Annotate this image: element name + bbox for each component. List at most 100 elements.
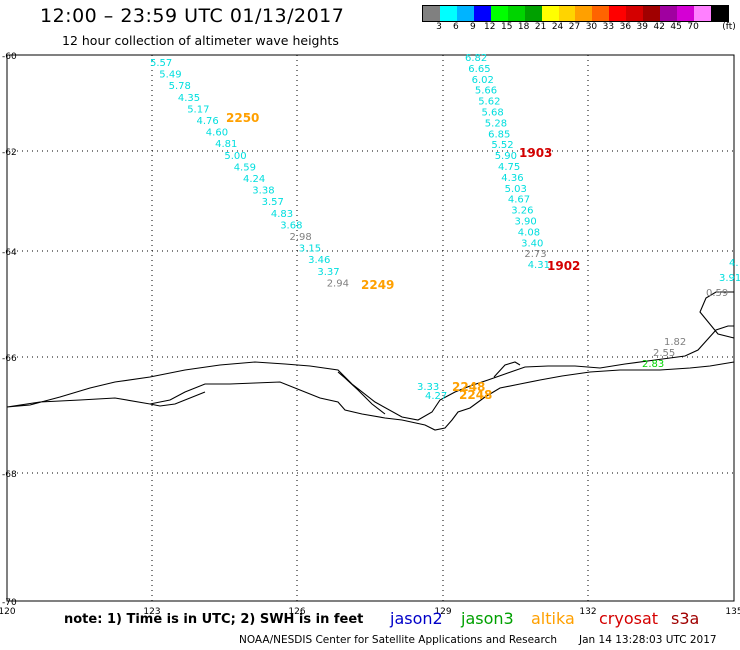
wave-height-value: 3.46	[308, 255, 330, 266]
coastline	[6, 291, 735, 431]
scale-swatch-4	[490, 6, 508, 21]
scale-swatch-7	[541, 6, 559, 21]
scale-label: 70	[687, 22, 699, 32]
scale-swatch-17	[710, 6, 728, 21]
lon-label: 129	[434, 607, 451, 617]
footer-note: note: 1) Time is in UTC; 2) SWH is in fe…	[64, 612, 364, 627]
scale-swatch-11	[609, 6, 627, 21]
wave-height-value: 6.02	[472, 75, 494, 86]
track-label-2250: 2250	[226, 111, 259, 125]
wave-height-value: 3.37	[317, 267, 339, 278]
lat-label: -68	[2, 470, 17, 480]
wave-height-value: 4.59	[234, 162, 256, 173]
wave-height-value: 4.83	[271, 209, 293, 220]
wave-height-value: 6.65	[468, 64, 490, 75]
scale-label: 30	[585, 22, 598, 32]
lat-label: -66	[2, 354, 17, 364]
wave-height-value: 3.26	[511, 206, 533, 217]
lon-label: 135	[725, 607, 740, 617]
page-subtitle: 12 hour collection of altimeter wave hei…	[62, 33, 339, 48]
satellite-s3a: s3a	[671, 609, 700, 628]
wave-height-value: 4.36	[501, 173, 523, 184]
wave-height-value: 6.82	[465, 53, 487, 64]
lat-label: -64	[2, 248, 17, 258]
wave-height-value: 2.73	[524, 249, 546, 260]
scale-label: 24	[551, 22, 564, 32]
wave-height-value: 4.24	[243, 174, 265, 185]
scale-swatch-8	[558, 6, 576, 21]
lat-label: -60	[2, 52, 17, 62]
track-label-1903: 1903	[519, 146, 552, 160]
wave-height-value: 4.81	[215, 139, 237, 150]
wave-height-value: 5.17	[187, 104, 209, 115]
satellite-jason2: jason2	[390, 609, 443, 628]
color-scale-legend	[422, 5, 729, 22]
scale-label: 12	[484, 22, 496, 32]
scale-swatch-13	[643, 6, 661, 21]
wave-height-value: 5.78	[169, 81, 191, 92]
color-scale-labels: 3 6 9 12 15 18 21 24 27 30 33 36 39 42 45 70 (ft)	[422, 22, 736, 36]
satellite-jason3: jason3	[461, 609, 514, 628]
scale-label: 9	[469, 22, 476, 32]
wave-height-value: 4.	[729, 258, 739, 269]
wave-height-value: 4.76	[197, 116, 219, 127]
wave-height-value: 5.03	[505, 184, 527, 195]
wave-height-value: 3.40	[521, 238, 543, 249]
wave-height-value: 6.85	[488, 129, 510, 140]
wave-height-value: 4.75	[498, 162, 520, 173]
wave-height-value: 4.60	[206, 128, 228, 139]
lon-label: 126	[288, 607, 305, 617]
scale-label: 33	[602, 22, 615, 32]
lon-label: 132	[579, 607, 596, 617]
wave-height-value: 3.57	[262, 197, 284, 208]
scale-label: 36	[619, 22, 632, 32]
satellite-cryosat: cryosat	[599, 609, 659, 628]
wave-height-value: 5.57	[150, 58, 172, 69]
scale-swatch-0	[423, 6, 440, 21]
wave-height-value: 1.82	[664, 337, 686, 348]
scale-label: 39	[636, 22, 648, 32]
scale-swatch-15	[677, 6, 694, 21]
wave-height-value: 2.98	[290, 232, 312, 243]
scale-label: 42	[653, 22, 665, 32]
wave-height-value: 3.38	[252, 186, 274, 197]
wave-height-value: 3.90	[515, 217, 537, 228]
scale-label: 45	[670, 22, 682, 32]
scale-swatch-3	[473, 6, 491, 21]
wave-height-value: 5.90	[495, 151, 517, 162]
wave-height-value: 5.28	[485, 118, 507, 129]
wave-height-value: 4.31	[528, 260, 550, 271]
scale-swatch-2	[456, 6, 474, 21]
map-gridlines	[7, 55, 734, 601]
altimeter-tracks: 5.575.495.784.355.174.764.604.815.004.59…	[150, 53, 740, 402]
wave-height-value: 5.66	[475, 86, 497, 97]
wave-height-value: 5.68	[482, 108, 504, 119]
scale-swatch-16	[694, 6, 711, 21]
wave-height-value: 4.27	[425, 391, 447, 402]
lon-label: 120	[0, 607, 16, 617]
scale-label: 3	[436, 22, 442, 32]
wave-height-value: 0.59	[706, 288, 728, 299]
scale-swatch-1	[439, 6, 457, 21]
wave-height-value: 4.08	[518, 227, 540, 238]
wave-height-value: 5.00	[224, 151, 246, 162]
footer-generated-time: Jan 14 13:28:03 UTC 2017	[579, 634, 717, 646]
wave-height-value: 4.67	[508, 195, 530, 206]
lon-label: 123	[143, 607, 160, 617]
wave-height-value: 3.15	[299, 244, 321, 255]
wave-height-value: 5.52	[491, 140, 513, 151]
scale-swatch-9	[575, 6, 593, 21]
scale-swatch-12	[626, 6, 644, 21]
track-label-1902: 1902	[547, 259, 580, 273]
footer-credit: NOAA/NESDIS Center for Satellite Applica…	[239, 634, 557, 646]
wave-height-value: 3.68	[280, 220, 302, 231]
scale-swatch-6	[524, 6, 542, 21]
scale-label: 18	[517, 22, 530, 32]
map-frame	[6, 54, 735, 602]
scale-label: 15	[500, 22, 513, 32]
wave-height-value: 3.33	[417, 382, 439, 393]
scale-label: 27	[568, 22, 581, 32]
scale-swatch-10	[592, 6, 610, 21]
scale-label: 6	[453, 22, 459, 32]
wave-height-value: 2.94	[327, 278, 349, 289]
